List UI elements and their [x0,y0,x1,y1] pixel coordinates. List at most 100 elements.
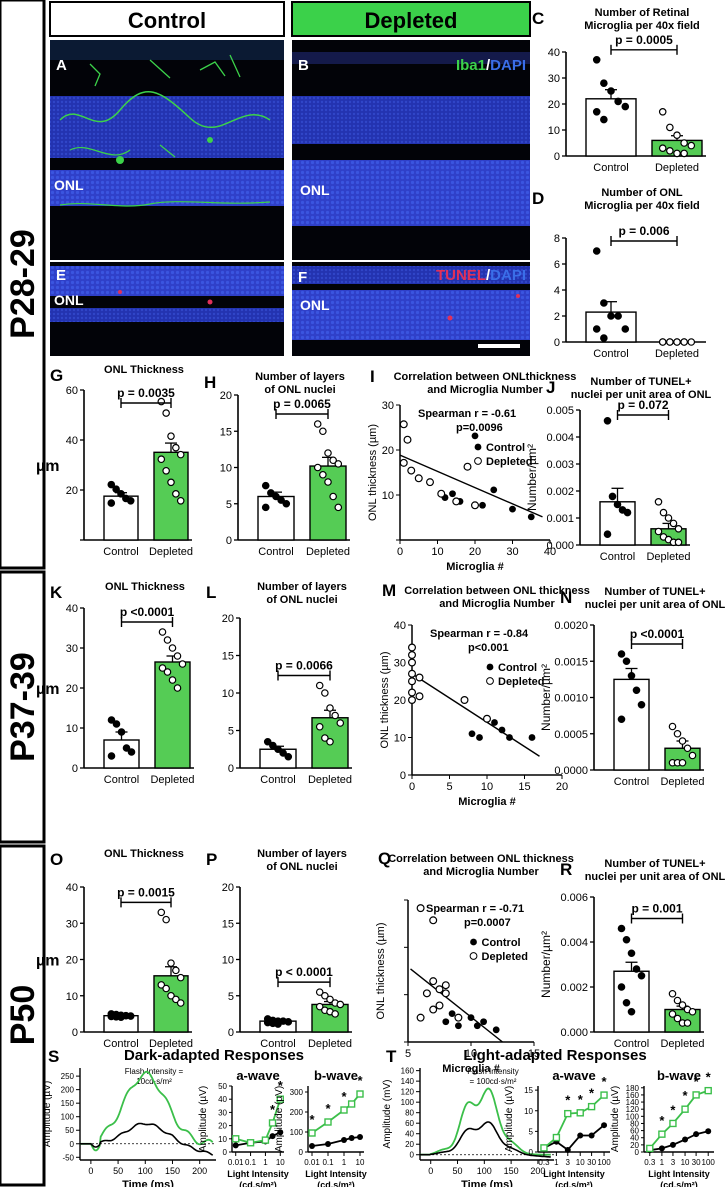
depleted-point [471,501,480,510]
x-tick-label: Control [614,776,649,788]
data-point [637,971,646,980]
y-tick-label: 15 [222,918,234,930]
data-point [592,247,601,255]
header-depleted: Depleted [365,8,458,33]
data-point [315,722,324,731]
control-point [442,1018,450,1026]
data-point [176,999,185,1007]
data-point [680,139,688,147]
x-tick-label: Control [260,774,295,786]
data-point [329,492,337,501]
y-tick-label: 30 [394,658,406,670]
y-tick-label: 0.0020 [554,620,588,632]
y-tick-label: 0 [70,1140,75,1149]
y-axis-label: µm [36,953,59,970]
panel-letter-Q: Q [378,849,391,868]
control-point [455,1022,462,1030]
x-tick-label: 10 [681,1158,690,1167]
p-value: p = 0.0065 [273,397,331,411]
y-tick-label: 20 [548,99,560,111]
data-point [315,988,324,996]
depleted-point [463,462,472,471]
x-tick-label: 0.01 [304,1158,320,1167]
control-marker [669,1141,676,1148]
depleted-point [407,466,416,475]
p-value: p = 0.0005 [615,33,673,47]
x-tick-label: Depleted [149,546,193,558]
data-point [157,981,166,989]
panel-title: Correlation between ONLthickness [394,371,577,383]
x-tick-label: 3 [566,1158,571,1167]
stain-label-iba: Iba1/DAPI [456,57,526,74]
data-point [666,338,674,346]
depleted-point [454,1013,463,1022]
data-point [627,949,636,958]
control-point [498,726,506,734]
y-tick-label: 250 [61,1072,75,1081]
x-tick-label: 20 [556,781,568,793]
y-tick-label: 10 [222,688,234,700]
x-axis-label: Microglia # [442,1063,499,1075]
panel-letter-R: R [560,860,572,879]
sig-star: * [659,1113,665,1128]
depleted-point [429,1005,438,1014]
panel-letter-M: M [382,581,396,600]
control-marker [564,1146,571,1153]
panel-letter-D: D [532,189,544,208]
data-point [680,338,688,346]
data-point [688,751,697,760]
x-tick-label: Depleted [655,162,699,174]
y-tick-label: 30 [382,400,394,412]
y-axis-label: Amplitude (mV) [382,1080,393,1149]
data-point [678,1001,687,1009]
data-point [277,496,285,504]
x-axis-label: Time (ms) [122,1179,174,1187]
data-point [669,519,678,528]
data-point [654,497,663,506]
sig-star: * [578,1092,584,1107]
x-tick-label: 10 [356,1158,365,1167]
data-point [319,470,327,479]
y-tick-label: 0.001 [546,513,574,525]
x-tick-label: 100 [138,1166,153,1176]
data-point [622,935,631,944]
data-point [600,334,608,342]
trace-control [80,1122,214,1156]
data-point [172,443,180,452]
data-point [673,131,681,140]
data-point [176,450,185,459]
y-tick-label: 0 [226,535,232,547]
section-label-1: P28-29 [4,229,42,339]
y-tick-label: 20 [66,683,78,695]
data-point [313,420,322,428]
x-tick-label: 15 [528,1048,540,1060]
data-point [172,490,180,498]
spearman-r: Spearman r = -0.71 [426,903,524,915]
data-point [263,737,272,746]
data-point [331,1010,339,1018]
data-point [315,681,324,690]
x-tick-label: Control [103,1038,138,1050]
y-tick-label: 20 [382,445,394,457]
data-point [592,55,601,64]
data-point [603,530,612,539]
x-tick-label: 0.1 [245,1158,257,1167]
control-point [468,730,476,738]
y-tick-label: 0.005 [546,405,574,417]
data-point [678,758,687,767]
depleted-marker [324,1118,332,1126]
data-point [158,664,167,672]
control-point [506,734,513,741]
p-value: p = 0.072 [617,398,668,412]
panel-title-2: Microglia per 40x field [584,20,700,32]
data-point [668,1010,677,1018]
data-point [637,700,646,709]
y-tick-label: 30 [218,1108,227,1117]
control-point [476,734,483,741]
data-point [683,744,692,753]
y-tick-label: 8 [554,233,560,245]
data-point [617,650,626,658]
y-tick-label: 20 [630,1141,639,1150]
